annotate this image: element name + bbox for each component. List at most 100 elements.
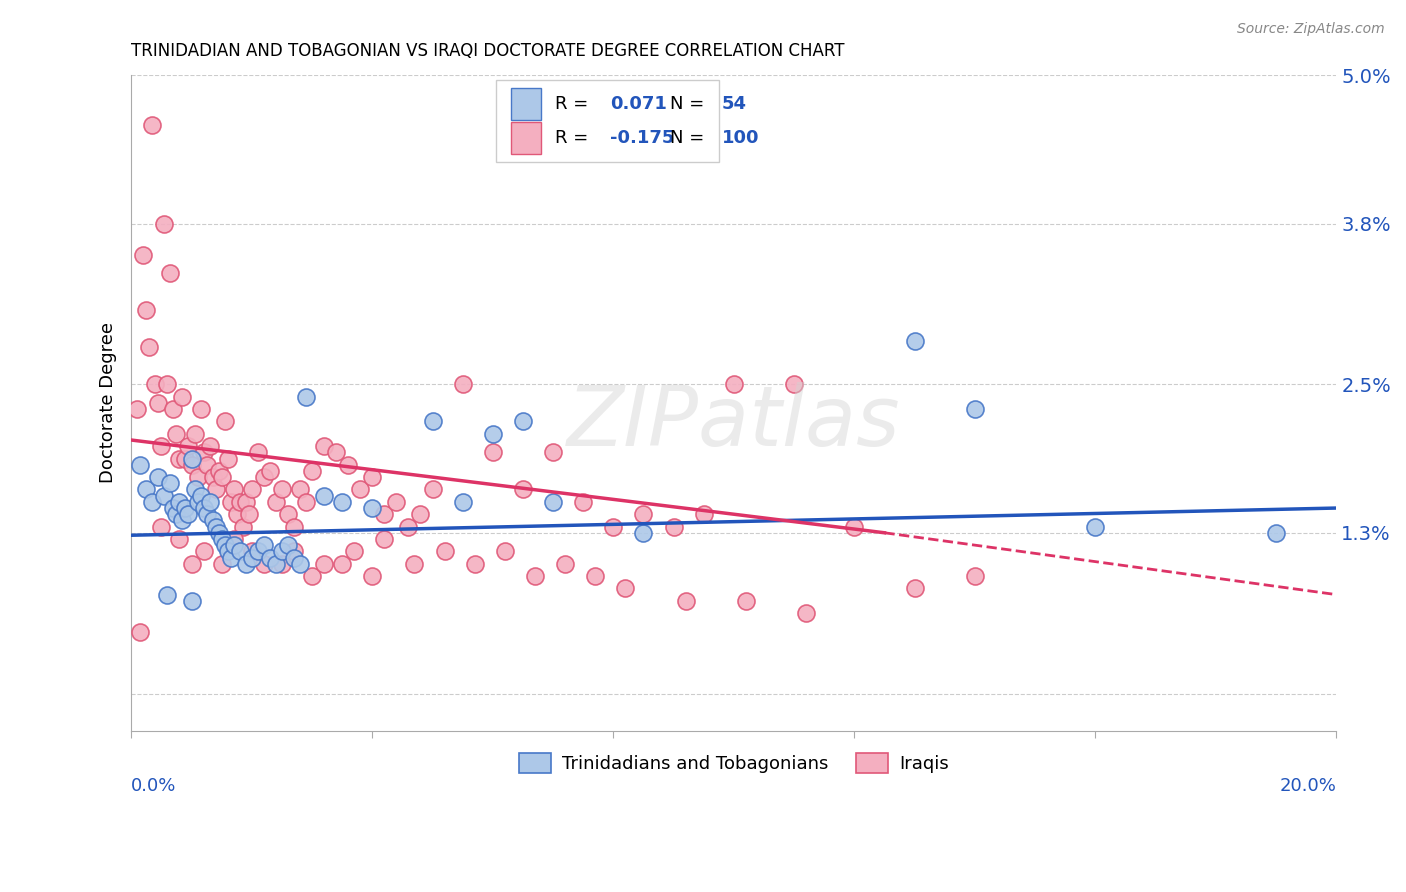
Point (190, 402, 212, 417)
Point (156, 588, 179, 602)
Point (481, 426, 503, 441)
Point (451, 377, 474, 392)
Text: 0.0%: 0.0% (131, 777, 177, 795)
Point (195, 458, 218, 472)
Point (330, 495, 353, 509)
Point (211, 470, 233, 484)
Point (270, 544, 292, 558)
Point (211, 532, 233, 546)
Point (141, 118, 163, 132)
Point (404, 557, 426, 571)
Point (159, 266, 181, 280)
Point (541, 445, 564, 459)
Point (723, 377, 745, 392)
Point (277, 538, 299, 552)
Point (153, 217, 176, 231)
Point (692, 507, 714, 521)
Point (222, 483, 245, 497)
Point (373, 507, 395, 521)
Point (270, 483, 292, 497)
Point (481, 445, 503, 459)
Point (512, 415, 534, 429)
Point (228, 495, 250, 509)
Point (337, 458, 360, 472)
Point (201, 513, 224, 527)
Point (662, 519, 685, 533)
Point (165, 426, 187, 441)
Point (385, 495, 408, 509)
Point (159, 476, 181, 491)
Point (246, 544, 269, 558)
Point (219, 495, 242, 509)
Point (183, 426, 205, 441)
Text: ZIPatlas: ZIPatlas (567, 382, 901, 463)
Point (162, 501, 184, 516)
Point (675, 594, 697, 608)
Point (165, 507, 187, 521)
Text: Source: ZipAtlas.com: Source: ZipAtlas.com (1237, 22, 1385, 37)
Point (295, 390, 318, 404)
Point (235, 495, 257, 509)
Point (217, 451, 239, 466)
Point (201, 470, 224, 484)
Point (433, 544, 456, 558)
Text: R =: R = (555, 95, 589, 113)
Point (138, 340, 160, 354)
Point (174, 501, 197, 516)
Point (734, 594, 756, 608)
Point (325, 445, 347, 459)
Point (572, 495, 595, 509)
Point (554, 557, 576, 571)
Point (512, 483, 534, 497)
Text: 54: 54 (721, 95, 747, 113)
Point (264, 495, 287, 509)
Point (240, 550, 263, 565)
Bar (510, 88, 541, 120)
Text: N =: N = (669, 129, 704, 147)
Point (141, 495, 163, 509)
Point (541, 495, 564, 509)
Point (451, 495, 474, 509)
Point (903, 582, 925, 596)
Point (614, 582, 637, 596)
Point (169, 532, 191, 546)
Point (222, 538, 245, 552)
Point (129, 624, 152, 639)
Bar (496, 80, 720, 161)
Point (523, 569, 546, 583)
Point (169, 451, 191, 466)
Legend: Trinidadians and Tobagonians, Iraqis: Trinidadians and Tobagonians, Iraqis (512, 746, 956, 780)
Point (361, 501, 384, 516)
Bar (510, 122, 541, 153)
Point (143, 377, 166, 392)
Point (301, 464, 323, 478)
Point (172, 513, 194, 527)
Point (1084, 519, 1107, 533)
Point (180, 451, 202, 466)
Y-axis label: Doctorate Degree: Doctorate Degree (100, 322, 117, 483)
Point (172, 390, 194, 404)
Point (225, 507, 247, 521)
Point (349, 483, 371, 497)
Point (1265, 525, 1288, 540)
Point (219, 550, 242, 565)
Point (963, 402, 986, 417)
Point (214, 415, 236, 429)
Point (494, 544, 516, 558)
Point (235, 557, 257, 571)
Point (135, 303, 157, 318)
Point (228, 544, 250, 558)
Point (127, 402, 149, 417)
Point (193, 544, 215, 558)
Point (156, 377, 179, 392)
Point (150, 439, 173, 453)
Text: 0.071: 0.071 (610, 95, 666, 113)
Point (602, 519, 624, 533)
Point (198, 439, 221, 453)
Point (963, 569, 986, 583)
Point (283, 519, 305, 533)
Point (180, 557, 202, 571)
Point (180, 458, 202, 472)
Point (174, 451, 197, 466)
Point (283, 550, 305, 565)
